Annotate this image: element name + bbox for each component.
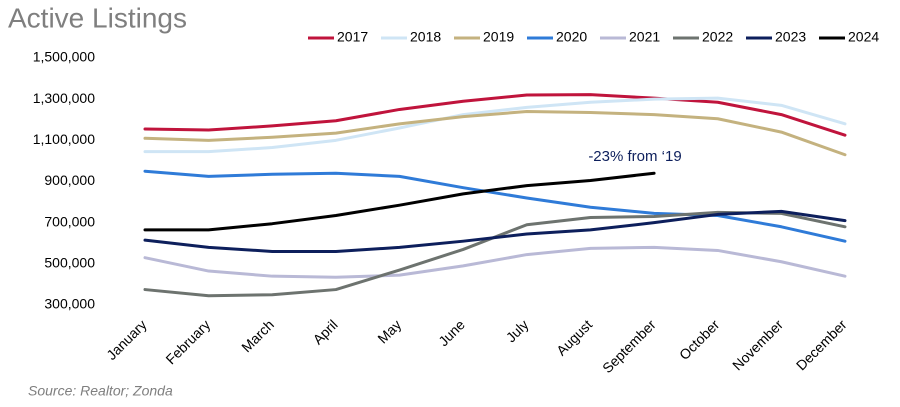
x-tick-label: February [162,316,213,367]
y-tick-label: 1,100,000 [33,131,95,147]
x-tick-label: June [435,316,468,349]
y-tick-label: 700,000 [44,213,95,229]
legend-label: 2023 [775,29,806,45]
x-tick-label: May [374,316,404,346]
x-tick-label: September [599,316,659,376]
line [143,96,847,154]
legend-label: 2020 [556,29,587,45]
line [143,169,847,243]
x-tick-label: August [553,316,595,358]
legend-label: 2019 [483,29,514,45]
annotation: -23% from ‘19 [588,148,681,165]
line [143,245,847,279]
line [143,93,847,137]
legend-label: 2017 [337,29,368,45]
legend-label: 2024 [848,29,879,45]
y-tick-label: 300,000 [44,296,95,312]
x-tick-label: December [793,316,850,373]
y-tick-label: 1,500,000 [33,49,95,65]
legend-label: 2022 [702,29,733,45]
y-tick-label: 1,300,000 [33,90,95,106]
line [143,110,847,157]
x-tick-label: January [103,316,150,363]
x-tick-label: November [729,316,786,373]
source: Source: Realtor; Zonda [28,383,173,399]
line [143,209,847,253]
x-tick-label: March [238,316,277,355]
chart-title: Active Listings [8,2,187,33]
y-tick-label: 500,000 [44,255,95,271]
legend-label: 2021 [629,29,660,45]
x-tick-label: October [676,316,723,363]
line [143,171,656,232]
legend-label: 2018 [410,29,441,45]
y-tick-label: 900,000 [44,172,95,188]
x-tick-label: July [503,316,532,345]
x-tick-label: April [310,316,341,347]
